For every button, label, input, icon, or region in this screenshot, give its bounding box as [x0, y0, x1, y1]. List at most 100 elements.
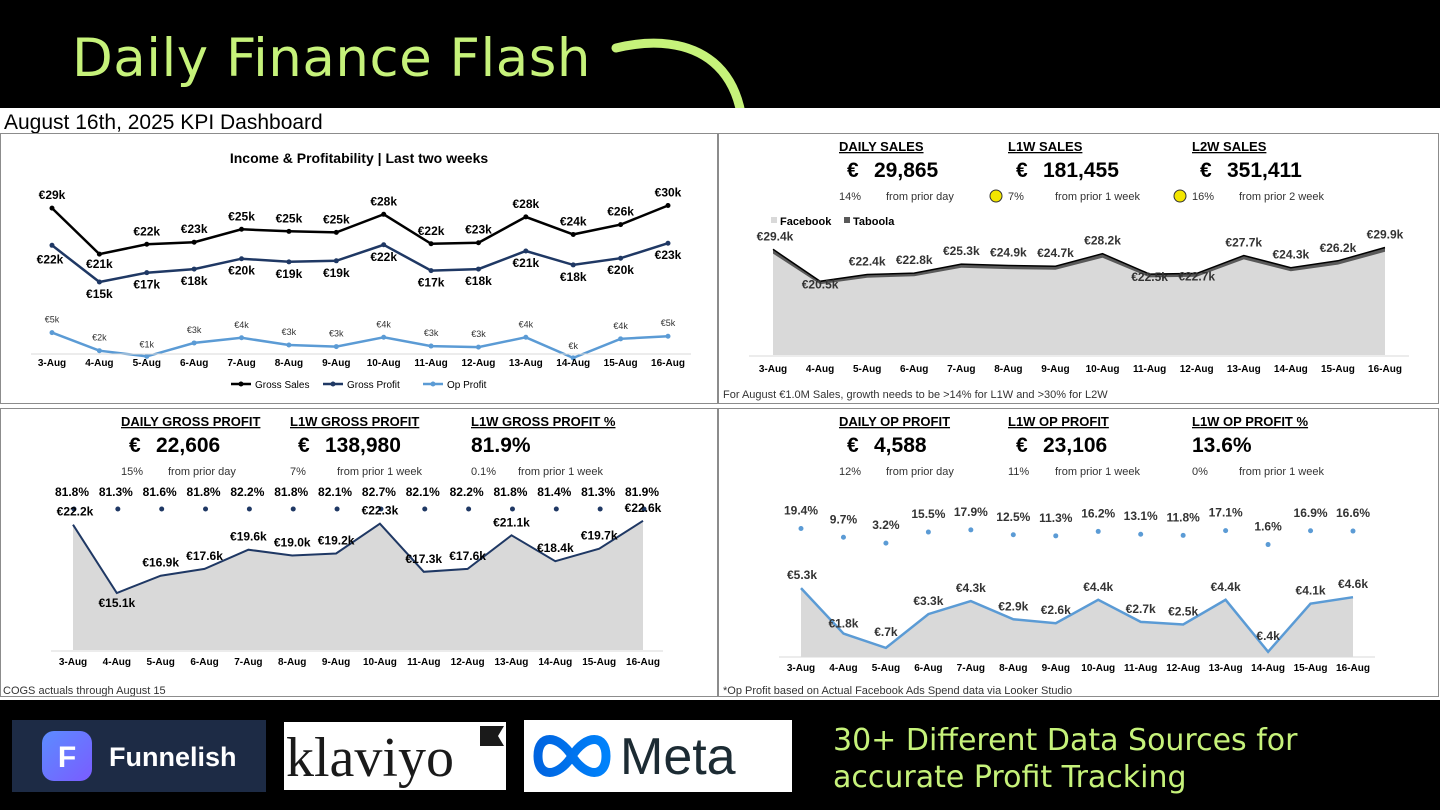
pct-label: 82.1% — [406, 485, 440, 499]
series-line-0 — [51, 204, 669, 256]
pct-point — [1350, 528, 1356, 534]
kpi-value: 29,865 — [874, 159, 939, 182]
pct-point — [1053, 533, 1059, 539]
status-indicator-icon — [989, 189, 1003, 203]
data-label: €4.6k — [1338, 577, 1368, 591]
pct-point — [509, 506, 515, 512]
data-label: €19k — [276, 267, 303, 281]
data-label: €15k — [86, 287, 113, 301]
chart-title: Income & Profitability | Last two weeks — [230, 150, 489, 166]
pct-label: 82.2% — [230, 485, 264, 499]
x-tick-label: 14-Aug — [1251, 663, 1285, 674]
area-gross — [73, 520, 643, 650]
data-point — [49, 205, 55, 211]
area-op — [801, 588, 1353, 657]
pct-point — [1223, 528, 1229, 534]
data-label: €29k — [39, 188, 66, 202]
legend-swatch-taboola — [844, 217, 850, 223]
tagline-line-1: 30+ Different Data Sources for — [833, 723, 1298, 758]
x-tick-label: 15-Aug — [1294, 663, 1328, 674]
data-label: €4k — [376, 319, 391, 329]
data-label: €5k — [45, 315, 60, 325]
data-point — [570, 262, 576, 268]
kpi-delta: 11% — [1008, 466, 1029, 478]
x-tick-label: 10-Aug — [1081, 663, 1115, 674]
sales-chart: DAILY SALES € 29,865 14% from prior day L1W S… — [723, 139, 1409, 401]
data-label: €22.4k — [849, 255, 886, 269]
data-label: €3k — [471, 329, 486, 339]
data-point — [428, 343, 434, 349]
data-point — [523, 248, 529, 254]
pct-point — [334, 506, 340, 512]
kpi-heading: L2W SALES — [1192, 139, 1267, 154]
pct-label: 81.8% — [187, 485, 221, 499]
x-tick-label: 11-Aug — [414, 358, 447, 369]
status-indicator-icon — [1173, 189, 1187, 203]
pct-label: 81.6% — [143, 485, 177, 499]
data-point — [523, 214, 529, 220]
pct-label: 81.4% — [537, 485, 571, 499]
pct-label: 81.3% — [581, 485, 615, 499]
data-label: €22k — [133, 224, 160, 238]
x-tick-label: 9-Aug — [322, 657, 350, 668]
x-tick-label: 10-Aug — [363, 657, 397, 668]
pct-label: 12.5% — [996, 510, 1030, 524]
data-label: €25k — [228, 209, 255, 223]
x-tick-label: 14-Aug — [538, 657, 572, 668]
x-tick-label: 10-Aug — [367, 358, 401, 369]
top-banner: Daily Finance Flash — [0, 0, 1440, 190]
data-label: €3.3k — [913, 594, 943, 608]
x-tick-label: 8-Aug — [994, 364, 1022, 375]
data-label: €1.8k — [828, 617, 858, 631]
data-label: €29.4k — [757, 229, 794, 243]
data-point — [333, 258, 339, 264]
data-point — [428, 241, 434, 247]
data-label: €22.5k — [1131, 270, 1168, 284]
pct-label: 16.6% — [1336, 506, 1370, 520]
kpi-heading: DAILY SALES — [839, 139, 924, 154]
data-label: €17.6k — [449, 549, 486, 563]
data-point — [618, 255, 624, 261]
x-tick-label: 13-Aug — [1209, 663, 1243, 674]
legend-label: Gross Sales — [255, 380, 309, 391]
data-label: €19.0k — [274, 535, 311, 549]
data-label: €22.2k — [57, 505, 94, 519]
kpi-delta-note: from prior 1 week — [1055, 191, 1140, 203]
data-label: €3k — [424, 328, 439, 338]
data-point — [286, 342, 292, 348]
x-tick-label: 6-Aug — [914, 663, 942, 674]
x-tick-label: 8-Aug — [999, 663, 1027, 674]
data-point — [239, 226, 245, 232]
svg-text:klaviyo: klaviyo — [286, 727, 454, 789]
pct-point — [159, 506, 165, 512]
pct-point — [925, 529, 931, 535]
kpi-value: 351,411 — [1227, 159, 1302, 182]
pct-label: 3.2% — [872, 518, 900, 532]
x-tick-label: 7-Aug — [957, 663, 985, 674]
x-tick-label: 4-Aug — [806, 364, 834, 375]
x-tick-label: 14-Aug — [556, 358, 590, 369]
dashboard-title: August 16th, 2025 KPI Dashboard — [4, 111, 323, 134]
pct-point — [641, 506, 647, 512]
kpi-delta-note: from prior day — [886, 466, 954, 478]
kpi-delta: 16% — [1192, 191, 1214, 203]
data-label: €23k — [465, 223, 492, 237]
data-label: €4.4k — [1211, 580, 1241, 594]
x-tick-label: 13-Aug — [509, 358, 543, 369]
data-label: €19k — [323, 266, 350, 280]
x-tick-label: 16-Aug — [1368, 364, 1402, 375]
pct-point — [597, 506, 603, 512]
pct-label: 16.9% — [1294, 506, 1328, 520]
data-point — [239, 256, 245, 262]
x-tick-label: 15-Aug — [1321, 364, 1355, 375]
data-point — [475, 266, 481, 272]
pct-point — [378, 506, 384, 512]
x-tick-label: 7-Aug — [227, 358, 255, 369]
data-point — [381, 334, 387, 340]
gross-chart: DAILY GROSS PROFIT € 22,606 15% from prior d… — [3, 414, 663, 696]
x-tick-label: 14-Aug — [1274, 364, 1308, 375]
data-point — [665, 203, 671, 209]
pct-label: 11.8% — [1166, 510, 1200, 524]
kpi-delta-note: from prior 1 week — [518, 466, 603, 478]
data-label: €3k — [187, 325, 202, 335]
